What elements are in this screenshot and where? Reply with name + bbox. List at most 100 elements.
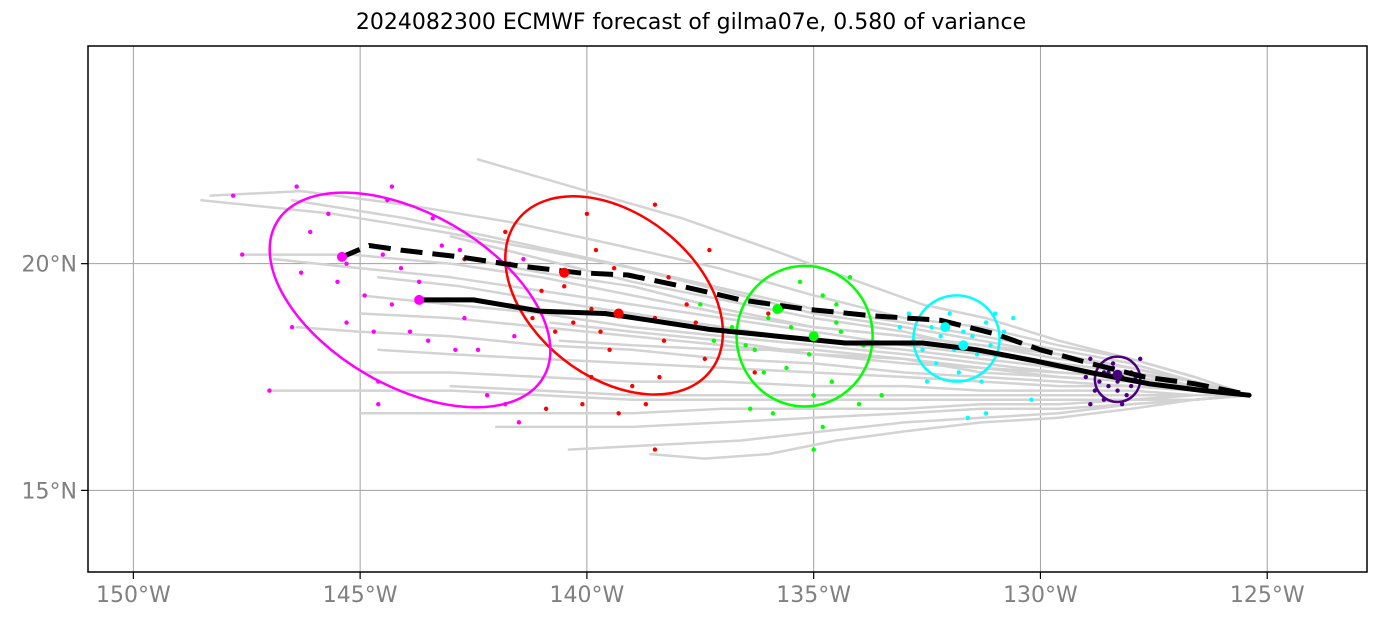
- member-point: [1097, 379, 1102, 384]
- member-point: [666, 275, 671, 280]
- member-point: [643, 402, 649, 407]
- mean-point: [808, 331, 819, 342]
- member-point: [539, 288, 544, 294]
- member-point: [652, 202, 658, 207]
- member-point: [979, 379, 984, 384]
- member-point: [453, 347, 458, 353]
- x-tick-label: 150°W: [96, 583, 171, 608]
- member-point: [1101, 397, 1107, 402]
- member-point: [766, 311, 771, 316]
- member-point: [425, 338, 431, 343]
- mean-point: [958, 340, 969, 351]
- member-point: [308, 229, 313, 235]
- member-point: [847, 275, 853, 280]
- member-point: [611, 265, 617, 271]
- member-point: [593, 247, 599, 253]
- member-point: [376, 402, 381, 407]
- member-point: [938, 334, 943, 339]
- member-point: [974, 352, 980, 357]
- ensemble-track: [449, 384, 1251, 397]
- member-point: [747, 406, 753, 411]
- member-point: [702, 356, 708, 362]
- member-point: [752, 370, 757, 375]
- member-point: [326, 211, 331, 216]
- member-point: [661, 338, 667, 343]
- x-tick-label: 135°W: [776, 583, 851, 608]
- axis-ticks: 150°W 145°W 140°W 135°W 130°W 125°W 20°N 15°N: [22, 253, 1305, 608]
- member-point: [770, 411, 776, 416]
- member-point: [729, 324, 735, 330]
- member-point: [1001, 329, 1007, 334]
- member-point: [856, 402, 862, 407]
- mean-point: [772, 304, 783, 314]
- uncertainty-ellipse: [735, 264, 874, 408]
- y-tick-label: 15°N: [22, 479, 77, 504]
- member-point: [240, 252, 245, 257]
- main-tracks: [341, 243, 1252, 398]
- member-point: [1083, 374, 1089, 380]
- member-point: [1128, 383, 1134, 389]
- uncertainty-ellipse: [268, 191, 552, 409]
- grid-lines: [88, 46, 1367, 572]
- member-point: [530, 315, 535, 321]
- solid-track: [416, 297, 1252, 398]
- member-point: [784, 365, 789, 371]
- member-point: [657, 374, 662, 380]
- member-point: [1110, 361, 1116, 366]
- member-point: [389, 302, 395, 307]
- member-point: [230, 193, 236, 198]
- member-point: [988, 343, 993, 348]
- ensemble-track: [649, 393, 1251, 460]
- member-point: [457, 247, 463, 253]
- member-point: [743, 343, 748, 348]
- member-point: [970, 334, 975, 339]
- member-positions: [230, 184, 1143, 452]
- member-point: [806, 352, 812, 357]
- mean-point: [1112, 369, 1123, 380]
- member-point: [652, 447, 658, 452]
- member-point: [766, 315, 771, 321]
- member-point: [521, 256, 526, 262]
- member-point: [879, 392, 884, 398]
- member-point: [344, 261, 349, 266]
- ensemble-tracks: [200, 158, 1251, 460]
- member-point: [289, 324, 295, 330]
- member-point: [820, 424, 825, 430]
- member-point: [475, 347, 481, 353]
- member-point: [829, 379, 835, 384]
- member-point: [906, 311, 912, 316]
- member-point: [834, 302, 839, 307]
- member-point: [562, 284, 567, 289]
- member-point: [335, 279, 340, 284]
- y-tick-label: 20°N: [22, 253, 77, 278]
- mean-point: [559, 267, 570, 278]
- member-point: [407, 329, 413, 334]
- member-point: [811, 392, 816, 398]
- member-point: [484, 392, 490, 398]
- member-point: [820, 293, 825, 298]
- member-point: [920, 347, 925, 353]
- member-point: [788, 324, 794, 330]
- member-point: [439, 243, 444, 248]
- member-point: [1124, 392, 1129, 398]
- ensemble-track: [476, 158, 1251, 397]
- member-point: [752, 347, 757, 353]
- ensemble-track: [467, 257, 1251, 397]
- member-point: [503, 229, 508, 235]
- member-point: [589, 374, 594, 380]
- member-point: [630, 383, 635, 389]
- mean-point: [336, 251, 347, 262]
- member-point: [1088, 402, 1093, 407]
- member-point: [1092, 388, 1098, 393]
- member-point: [961, 329, 966, 334]
- x-tick-label: 145°W: [323, 583, 398, 608]
- chart-title: 2024082300 ECMWF forecast of gilma07e, 0…: [355, 10, 1027, 35]
- member-point: [512, 334, 517, 339]
- member-point: [584, 211, 590, 216]
- member-point: [811, 447, 816, 452]
- member-point: [552, 329, 558, 334]
- member-point: [376, 379, 381, 384]
- member-point: [693, 320, 698, 325]
- member-point: [1011, 315, 1016, 321]
